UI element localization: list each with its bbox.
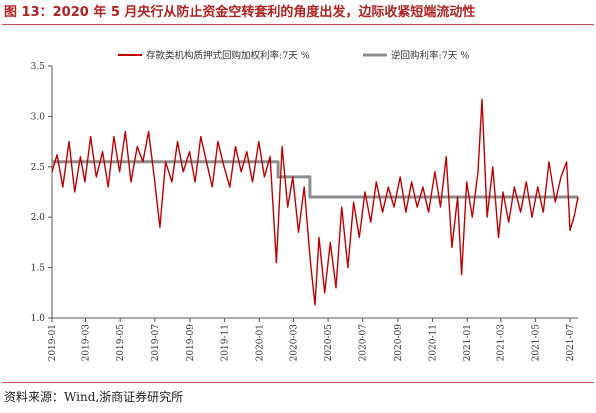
title-divider [2, 24, 594, 25]
series-layer [51, 98, 579, 306]
x-tick-label: 2020-07 [359, 324, 369, 362]
source-divider [2, 382, 594, 383]
x-tick-label: 2020-05 [324, 324, 334, 362]
y-tick-label: 1.0 [31, 314, 46, 324]
source-note: 资料来源：Wind,浙商证券研究所 [4, 390, 184, 404]
x-tick-label: 2021-01 [463, 324, 473, 361]
x-tick-label: 2019-11 [221, 324, 231, 361]
line-chart: 1.0 1.5 2.0 2.5 3.0 3.5 2019-01 2019-03 2019-05 2… [31, 50, 579, 361]
x-tick-label: 2019-05 [116, 324, 126, 362]
y-tick-label: 3.5 [31, 62, 46, 72]
x-tick-label: 2021-03 [497, 324, 507, 362]
x-tick-label: 2020-11 [429, 324, 439, 361]
legend-label-0: 存款类机构质押式回购加权利率:7天 % [146, 50, 310, 62]
x-tick-label: 2020-01 [255, 324, 265, 361]
y-tick-label: 3.0 [31, 112, 46, 122]
y-tick-label: 2.5 [31, 163, 46, 173]
figure-title: 图 13：2020 年 5 月央行从防止资金空转套利的角度出发，边际收紧短端流动… [4, 5, 476, 20]
x-tick-label: 2019-09 [186, 324, 196, 362]
x-tick-label: 2021-05 [531, 324, 541, 362]
legend: 存款类机构质押式回购加权利率:7天 % 逆回购利率:7天 % [118, 50, 469, 62]
x-tick-label: 2019-03 [82, 324, 92, 362]
x-tick-label: 2019-07 [151, 324, 161, 362]
series-line-0 [51, 98, 579, 306]
series-line-1 [52, 160, 578, 199]
y-tick-label: 1.5 [31, 264, 46, 274]
x-tick-label: 2021-07 [566, 324, 576, 362]
x-tick-label: 2020-03 [289, 324, 299, 362]
axes: 1.0 1.5 2.0 2.5 3.0 3.5 2019-01 2019-03 2019-05 2… [31, 62, 578, 361]
legend-label-1: 逆回购利率:7天 % [391, 50, 469, 62]
x-tick-label: 2020-09 [394, 324, 404, 362]
x-tick-label: 2019-01 [48, 324, 58, 361]
y-tick-label: 2.0 [31, 213, 46, 223]
